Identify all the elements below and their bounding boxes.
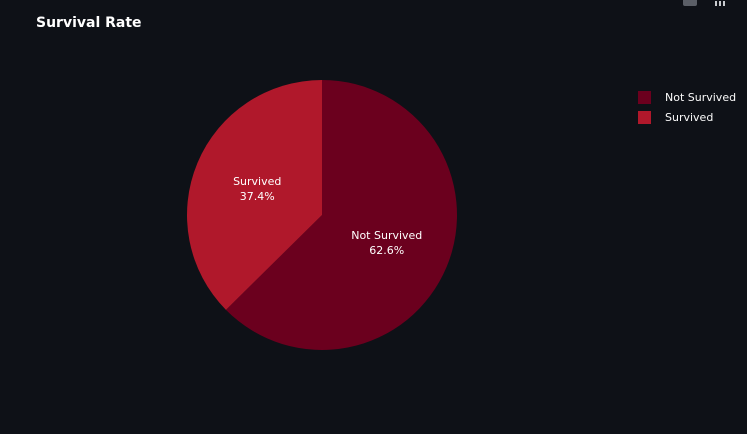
modebar [683,0,729,6]
legend-swatch-survived [638,110,651,124]
slice-percent: 62.6% [369,244,404,257]
slice-label: Survived [233,175,281,188]
camera-icon[interactable] [683,0,697,6]
legend-label: Survived [665,110,714,124]
legend-item-not-survived[interactable]: Not Survived [638,87,736,107]
slice-percent: 37.4% [240,190,275,203]
pie-slice-not-survived[interactable] [225,80,458,350]
legend-label: Not Survived [665,90,737,104]
legend-item-survived[interactable]: Survived [638,107,736,127]
bar-chart-icon[interactable] [715,0,729,6]
slice-label: Not Survived [351,229,422,242]
pie-slice-survived[interactable] [187,80,322,310]
legend-swatch-not-survived [638,90,651,104]
chart-title: Survival Rate [36,15,142,31]
legend: Not Survived Survived [638,87,736,127]
